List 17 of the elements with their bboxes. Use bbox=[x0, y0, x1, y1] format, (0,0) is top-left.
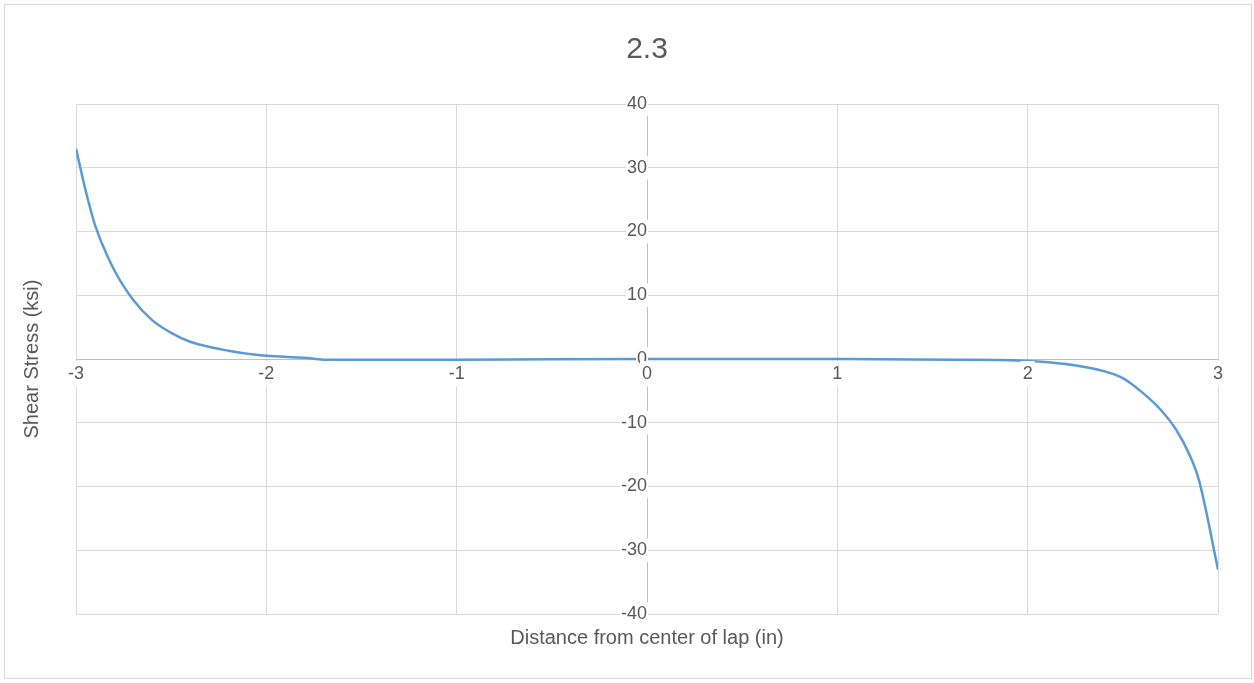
x-tick-label: -3 bbox=[67, 362, 85, 383]
y-tick-label: 40 bbox=[626, 92, 647, 113]
chart-title: 2.3 bbox=[626, 31, 668, 65]
x-tick-label: 2 bbox=[1022, 362, 1033, 383]
x-tick-label: -1 bbox=[448, 362, 465, 383]
y-tick-label: 20 bbox=[626, 220, 647, 241]
y-tick-label: 30 bbox=[626, 156, 647, 177]
x-tick-label: -2 bbox=[258, 362, 275, 383]
y-tick-label: 10 bbox=[626, 284, 647, 305]
y-tick-label: -30 bbox=[620, 539, 647, 560]
y-tick-label: -20 bbox=[620, 475, 647, 496]
y-axis-title: Shear Stress (ksi) bbox=[19, 279, 42, 439]
y-tick-label: -40 bbox=[620, 602, 647, 623]
x-tick-label: 1 bbox=[832, 362, 843, 383]
x-axis-title: Distance from center of lap (in) bbox=[510, 625, 784, 648]
y-tick-label: -10 bbox=[620, 411, 647, 432]
x-tick-label: 3 bbox=[1212, 362, 1224, 383]
